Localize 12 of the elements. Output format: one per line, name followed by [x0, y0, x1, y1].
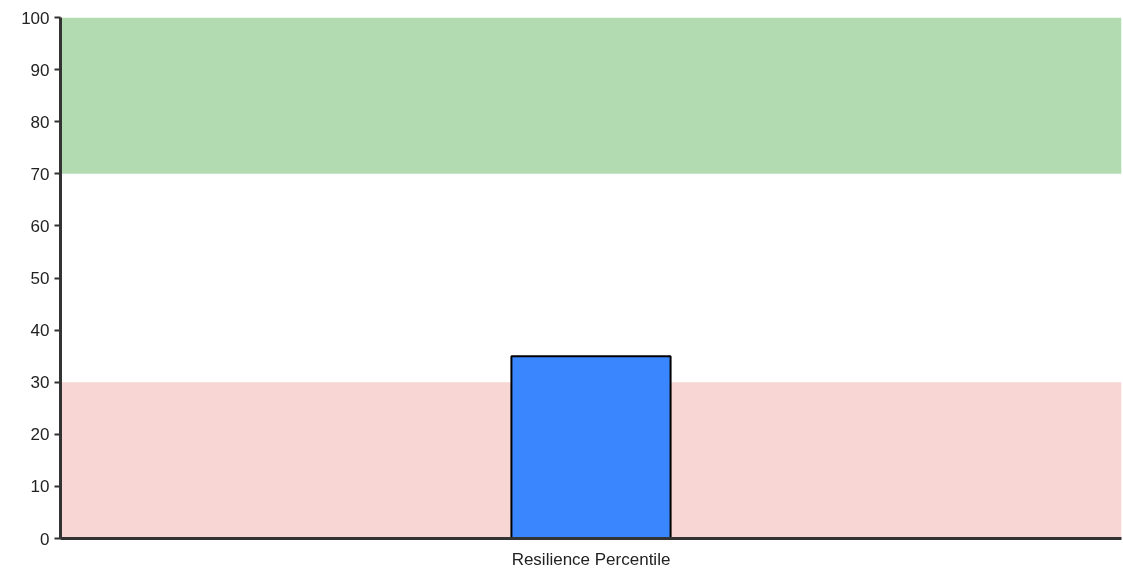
y-tick-label: 20	[30, 425, 50, 445]
y-tick-label: 90	[30, 60, 50, 80]
y-tick-label: 70	[30, 164, 50, 184]
y-tick-label: 100	[21, 8, 50, 28]
y-tick-label: 50	[30, 269, 50, 288]
y-tick-label: 10	[30, 477, 50, 497]
x-tick-label: Resilience Percentile	[511, 549, 671, 569]
y-tick-label: 80	[30, 112, 50, 132]
y-tick-label: 0	[40, 529, 50, 549]
y-tick-label: 40	[30, 321, 50, 341]
y-tick-label: 30	[30, 373, 50, 393]
y-tick-label: 60	[30, 216, 50, 236]
